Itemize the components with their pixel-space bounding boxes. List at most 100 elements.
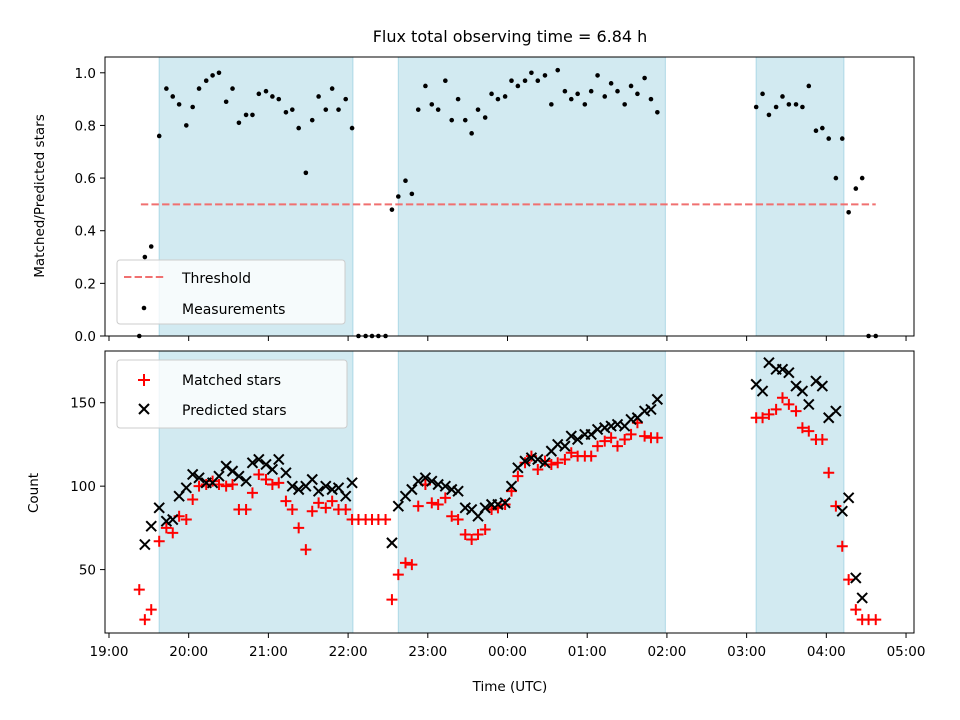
matched-star-point xyxy=(803,425,815,437)
measurement-point xyxy=(853,186,859,191)
measurement-point xyxy=(786,102,792,107)
measurement-point xyxy=(602,94,608,99)
matched-star-point xyxy=(783,398,795,410)
predicted-star-point xyxy=(180,482,193,494)
measurement-point xyxy=(270,94,275,99)
measurement-point xyxy=(403,178,408,184)
predicted-star-point xyxy=(406,483,418,496)
predicted-stars-series xyxy=(139,356,868,604)
predicted-star-point xyxy=(412,475,424,487)
predicted-star-point xyxy=(452,485,464,497)
legend-measurements-label: Measurements xyxy=(182,302,285,318)
measurement-point xyxy=(443,78,448,83)
predicted-star-point xyxy=(565,430,577,442)
axes-frame xyxy=(104,350,915,634)
measurement-point xyxy=(595,73,600,78)
measurement-point xyxy=(655,109,660,115)
bottom-axes: 50 100 150 19:00 20:00 21:00 22:00 23:00 00:00 01… xyxy=(70,350,925,660)
matched-star-point xyxy=(512,470,524,482)
matched-star-point xyxy=(392,569,404,581)
x-tick-label: 21:00 xyxy=(249,644,288,660)
matched-stars-series xyxy=(133,392,882,626)
matched-star-point xyxy=(757,412,769,424)
predicted-star-point xyxy=(273,453,285,466)
predicted-star-point xyxy=(286,480,299,492)
matched-star-point xyxy=(280,495,292,507)
predicted-star-point xyxy=(499,497,511,509)
axes-frame xyxy=(104,56,915,337)
x-tick-label: 19:00 xyxy=(90,644,129,660)
measurement-point xyxy=(469,131,474,136)
predicted-star-point xyxy=(240,475,252,487)
matched-star-point xyxy=(625,428,637,440)
matched-star-point xyxy=(399,557,411,569)
matched-star-point xyxy=(870,614,882,626)
matched-star-point xyxy=(585,450,597,462)
predicted-star-point xyxy=(519,455,531,467)
measurement-point xyxy=(303,170,309,176)
predicted-star-point xyxy=(505,480,518,492)
measurement-point xyxy=(648,96,654,102)
measurement-point xyxy=(806,83,812,89)
top-y-axis-label: Matched/Predicted stars xyxy=(32,114,48,277)
measurement-point xyxy=(183,123,189,128)
matched-star-point xyxy=(619,433,631,445)
measurement-point xyxy=(389,207,395,212)
predicted-star-point xyxy=(796,385,809,397)
matched-star-point xyxy=(552,457,564,469)
predicted-star-point xyxy=(346,477,358,489)
measurement-point xyxy=(859,175,865,181)
matched-star-point xyxy=(452,514,464,526)
matched-star-point xyxy=(145,604,157,616)
y-tick-label: 100 xyxy=(70,479,96,495)
measurement-point xyxy=(773,104,779,110)
measurement-point xyxy=(148,244,154,249)
predicted-star-point xyxy=(645,403,657,416)
matched-star-point xyxy=(823,467,835,479)
matched-star-point xyxy=(432,499,444,511)
predicted-star-point xyxy=(253,453,265,466)
legend-predicted-label: Predicted stars xyxy=(182,403,287,419)
x-tick-label: 02:00 xyxy=(647,644,686,660)
matched-star-point xyxy=(380,514,392,526)
measurement-point xyxy=(535,78,541,83)
matched-star-point xyxy=(639,430,651,442)
measurement-point xyxy=(323,107,329,112)
x-tick-label: 04:00 xyxy=(807,644,846,660)
matched-star-point xyxy=(273,477,285,489)
measurement-point xyxy=(555,67,561,73)
legend-measurements-swatch xyxy=(141,305,147,311)
matched-star-point xyxy=(406,559,418,571)
shaded-interval xyxy=(397,350,666,634)
measurement-point xyxy=(588,88,594,94)
measurement-point xyxy=(349,125,355,131)
measurement-point xyxy=(216,70,222,76)
measurement-point xyxy=(142,254,148,260)
measurement-point xyxy=(309,117,315,123)
measurement-point xyxy=(846,209,851,215)
matched-star-point xyxy=(160,522,172,534)
matched-star-point xyxy=(300,544,312,556)
predicted-star-point xyxy=(816,380,829,392)
legend-predicted-swatch xyxy=(138,403,150,415)
predicted-star-point xyxy=(651,393,664,406)
measurement-point xyxy=(542,73,548,78)
matched-star-point xyxy=(139,614,151,626)
measurement-point xyxy=(628,83,634,89)
predicted-star-point xyxy=(186,468,199,481)
predicted-star-point xyxy=(776,363,789,376)
measurement-point xyxy=(290,107,295,112)
matched-star-point xyxy=(770,403,782,415)
predicted-star-point xyxy=(153,502,165,514)
matched-star-point xyxy=(187,494,199,506)
shaded-interval xyxy=(755,350,845,634)
matched-star-point xyxy=(790,405,802,417)
matched-star-point xyxy=(612,440,623,452)
measurement-point xyxy=(549,102,554,107)
matched-star-point xyxy=(816,433,828,445)
measurement-point xyxy=(283,109,289,115)
measurement-point xyxy=(203,78,209,83)
measurement-point xyxy=(276,96,282,102)
predicted-star-point xyxy=(339,490,352,502)
legend-threshold-label: Threshold xyxy=(181,271,251,287)
